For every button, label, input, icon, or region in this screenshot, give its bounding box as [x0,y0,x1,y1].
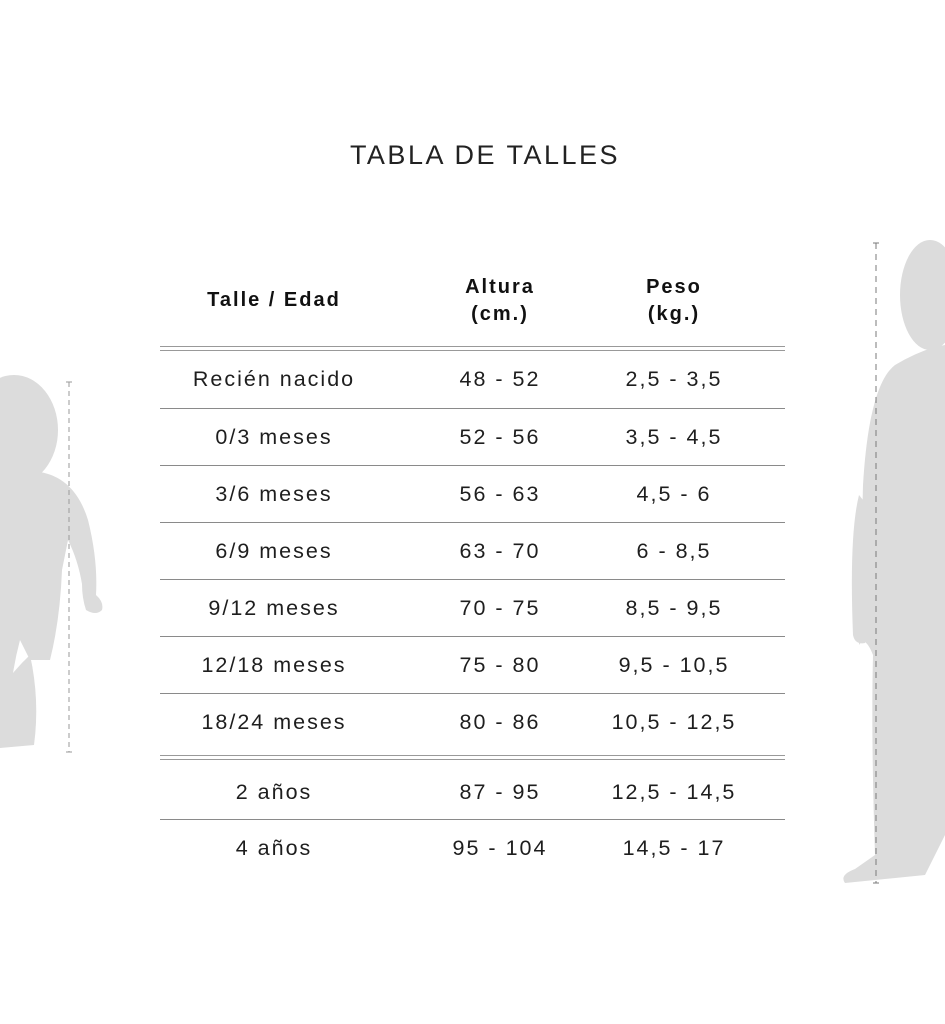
table-row: 0/3 meses 52 - 56 3,5 - 4,5 [160,409,785,466]
height-cell: 52 - 56 [459,425,541,449]
weight-cell: 12,5 - 14,5 [611,780,737,804]
size-cell: 0/3 meses [215,425,333,449]
table-row: 12/18 meses 75 - 80 9,5 - 10,5 [160,637,785,694]
table-row: 9/12 meses 70 - 75 8,5 - 9,5 [160,580,785,637]
size-cell: 3/6 meses [215,482,333,506]
header-weight: Peso (kg.) [646,276,702,325]
height-cell: 80 - 86 [459,710,541,734]
weight-cell: 9,5 - 10,5 [618,653,730,677]
weight-cell: 10,5 - 12,5 [611,710,737,734]
table-header: Talle / Edad Altura (cm.) Peso (kg.) [160,268,785,346]
size-cell: 12/18 meses [201,653,347,677]
size-cell: 6/9 meses [215,539,333,563]
size-cell: 18/24 meses [201,710,347,734]
weight-cell: 4,5 - 6 [636,482,712,506]
weight-cell: 2,5 - 3,5 [625,367,723,391]
table-row: 2 años 87 - 95 12,5 - 14,5 [160,760,785,820]
weight-cell: 14,5 - 17 [622,836,726,860]
height-cell: 63 - 70 [459,539,541,563]
table-row: Recién nacido 48 - 52 2,5 - 3,5 [160,351,785,409]
size-cell: 9/12 meses [208,596,340,620]
weight-cell: 8,5 - 9,5 [625,596,723,620]
height-cell: 75 - 80 [459,653,541,677]
height-cell: 70 - 75 [459,596,541,620]
size-table: Talle / Edad Altura (cm.) Peso (kg.) Rec… [160,268,785,877]
height-cell: 87 - 95 [459,780,541,804]
table-row: 18/24 meses 80 - 86 10,5 - 12,5 [160,694,785,751]
section-divider [160,755,785,760]
height-cell: 95 - 104 [452,836,548,860]
weight-cell: 6 - 8,5 [636,539,712,563]
size-cell: 2 años [235,780,313,804]
baby-silhouette-icon [0,375,103,753]
child-silhouette-icon [843,240,945,884]
page-title: TABLA DE TALLES [349,140,621,170]
header-size-age: Talle / Edad [207,289,341,311]
size-cell: 4 años [235,836,313,860]
weight-cell: 3,5 - 4,5 [625,425,723,449]
size-cell: Recién nacido [192,367,356,391]
height-cell: 56 - 63 [459,482,541,506]
table-row: 3/6 meses 56 - 63 4,5 - 6 [160,466,785,523]
header-divider [160,346,785,351]
height-cell: 48 - 52 [459,367,541,391]
table-row: 4 años 95 - 104 14,5 - 17 [160,820,785,877]
table-row: 6/9 meses 63 - 70 6 - 8,5 [160,523,785,580]
header-height: Altura (cm.) [465,276,535,325]
